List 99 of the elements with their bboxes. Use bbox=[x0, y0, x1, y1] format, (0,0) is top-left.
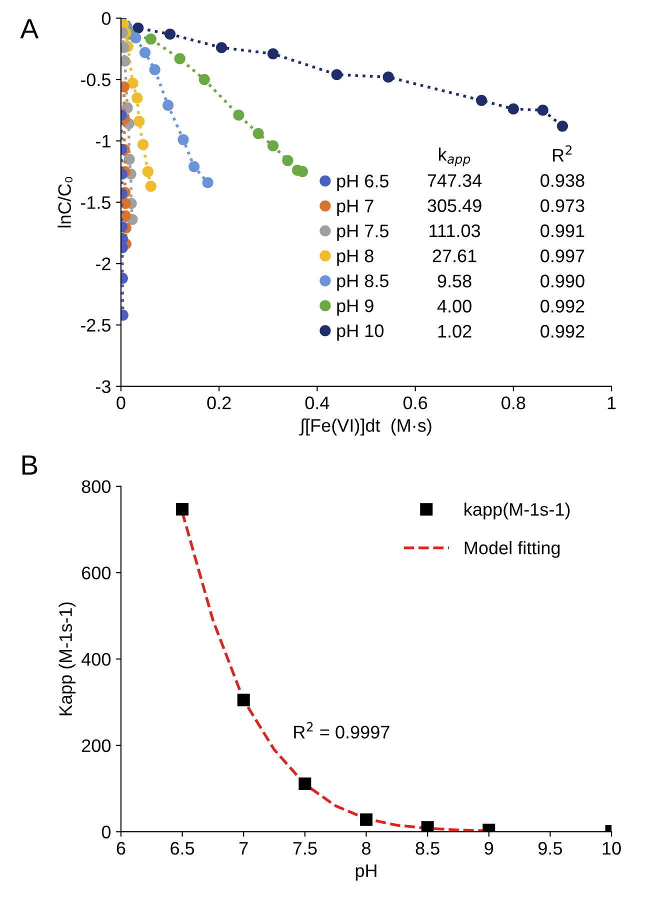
legend-label: kapp(M-1s-1) bbox=[464, 502, 570, 520]
y-tick-label: -1.5 bbox=[80, 196, 110, 209]
point bbox=[202, 177, 214, 188]
legend-label: pH 8 bbox=[337, 250, 374, 266]
point bbox=[216, 42, 228, 54]
point bbox=[139, 46, 151, 58]
point bbox=[149, 64, 160, 76]
point bbox=[331, 69, 342, 80]
x-axis-title: ∫[Fe(VI)]dt (M·s) bbox=[299, 418, 432, 436]
x-tick-label: 9.5 bbox=[538, 842, 562, 855]
annotation: 0.938 bbox=[540, 174, 584, 187]
point bbox=[174, 53, 186, 64]
point bbox=[537, 104, 548, 116]
point bbox=[137, 139, 149, 150]
x-tick-label: 9 bbox=[484, 842, 494, 855]
y-axis-title: Kapp (M-1s-1) bbox=[58, 602, 76, 716]
y-tick-label: 0 bbox=[102, 826, 111, 838]
x-axis-title: pH bbox=[356, 864, 376, 881]
legend-label: pH 8.5 bbox=[337, 274, 388, 291]
point bbox=[237, 694, 250, 706]
point bbox=[282, 154, 294, 166]
x-tick-label: 0 bbox=[116, 396, 126, 410]
x-tick-label: 0.2 bbox=[207, 396, 231, 410]
point bbox=[198, 74, 210, 86]
chart-title: A bbox=[20, 19, 39, 38]
chart-title: B bbox=[22, 456, 38, 475]
point bbox=[120, 81, 130, 92]
x-tick-label: 8.5 bbox=[416, 842, 440, 855]
legend-label: pH 7 bbox=[337, 200, 374, 216]
annotation: 0.990 bbox=[540, 274, 584, 288]
y-axis-title: lnC/C₀ bbox=[58, 176, 72, 228]
annotation: 1.02 bbox=[438, 324, 472, 338]
x-tick-label: 8 bbox=[362, 842, 370, 855]
x-tick-label: 10 bbox=[602, 842, 621, 855]
annotation: k$_{app}$ bbox=[438, 148, 470, 166]
y-tick-label: -2 bbox=[96, 258, 110, 270]
point bbox=[130, 32, 142, 44]
point bbox=[120, 56, 130, 67]
point bbox=[252, 128, 264, 140]
point bbox=[124, 154, 135, 165]
point bbox=[556, 120, 568, 132]
legend-label: Model fitting bbox=[464, 541, 560, 558]
annotation: 0.997 bbox=[540, 250, 584, 262]
point bbox=[164, 28, 176, 40]
y-tick-label: 400 bbox=[82, 652, 111, 666]
annotation: 4.00 bbox=[437, 300, 472, 313]
y-tick-label: -1 bbox=[96, 135, 110, 148]
point bbox=[267, 140, 279, 152]
point bbox=[382, 72, 394, 83]
y-tick-label: 0 bbox=[102, 12, 111, 25]
point bbox=[267, 48, 279, 60]
point bbox=[132, 92, 143, 104]
annotation: 0.992 bbox=[540, 300, 584, 313]
x-tick-label: 7 bbox=[240, 842, 248, 855]
x-tick-label: 0.4 bbox=[305, 396, 330, 410]
point bbox=[145, 33, 156, 45]
y-tick-label: -3 bbox=[96, 380, 110, 394]
annotation: 0.991 bbox=[540, 224, 584, 238]
x-tick-label: 0.6 bbox=[403, 396, 428, 410]
point bbox=[176, 502, 189, 516]
x-tick-label: 1 bbox=[608, 396, 616, 410]
point bbox=[142, 166, 154, 178]
y-tick-label: -0.5 bbox=[80, 73, 110, 86]
legend-label: pH 6.5 bbox=[337, 174, 388, 192]
point bbox=[298, 778, 312, 790]
point bbox=[360, 813, 372, 826]
point bbox=[188, 161, 200, 172]
y-tick-label: 800 bbox=[82, 480, 111, 494]
x-tick-label: 6.5 bbox=[170, 842, 194, 855]
annotation: 305.49 bbox=[428, 199, 482, 212]
point bbox=[134, 116, 145, 127]
point bbox=[233, 110, 244, 121]
point bbox=[476, 94, 488, 106]
annotation: 0.973 bbox=[540, 199, 584, 212]
annotation: R$^{2}$ = 0.9997 bbox=[294, 722, 390, 739]
x-tick-label: 7.5 bbox=[293, 842, 317, 855]
point bbox=[508, 103, 519, 115]
annotation: R$^{2}$ bbox=[553, 145, 572, 162]
annotation: 0.992 bbox=[540, 324, 584, 338]
annotation: 747.34 bbox=[428, 174, 482, 187]
annotation: 27.61 bbox=[432, 250, 476, 262]
x-tick-label: 6 bbox=[116, 842, 126, 855]
point bbox=[120, 198, 131, 210]
point bbox=[132, 22, 144, 34]
annotation: 9.58 bbox=[438, 274, 472, 288]
legend-label: pH 10 bbox=[337, 324, 384, 341]
x-tick-label: 0.8 bbox=[502, 396, 526, 410]
legend-label: pH 9 bbox=[337, 299, 374, 316]
y-tick-label: 200 bbox=[82, 739, 111, 752]
point bbox=[127, 78, 138, 89]
y-tick-label: 600 bbox=[82, 566, 111, 580]
y-tick-label: -2.5 bbox=[80, 318, 110, 332]
legend-label: pH 7.5 bbox=[337, 224, 388, 241]
point bbox=[421, 821, 434, 832]
point bbox=[178, 134, 189, 146]
annotation: 111.03 bbox=[430, 224, 480, 238]
point bbox=[162, 100, 174, 111]
point bbox=[145, 180, 156, 192]
point bbox=[120, 210, 131, 222]
